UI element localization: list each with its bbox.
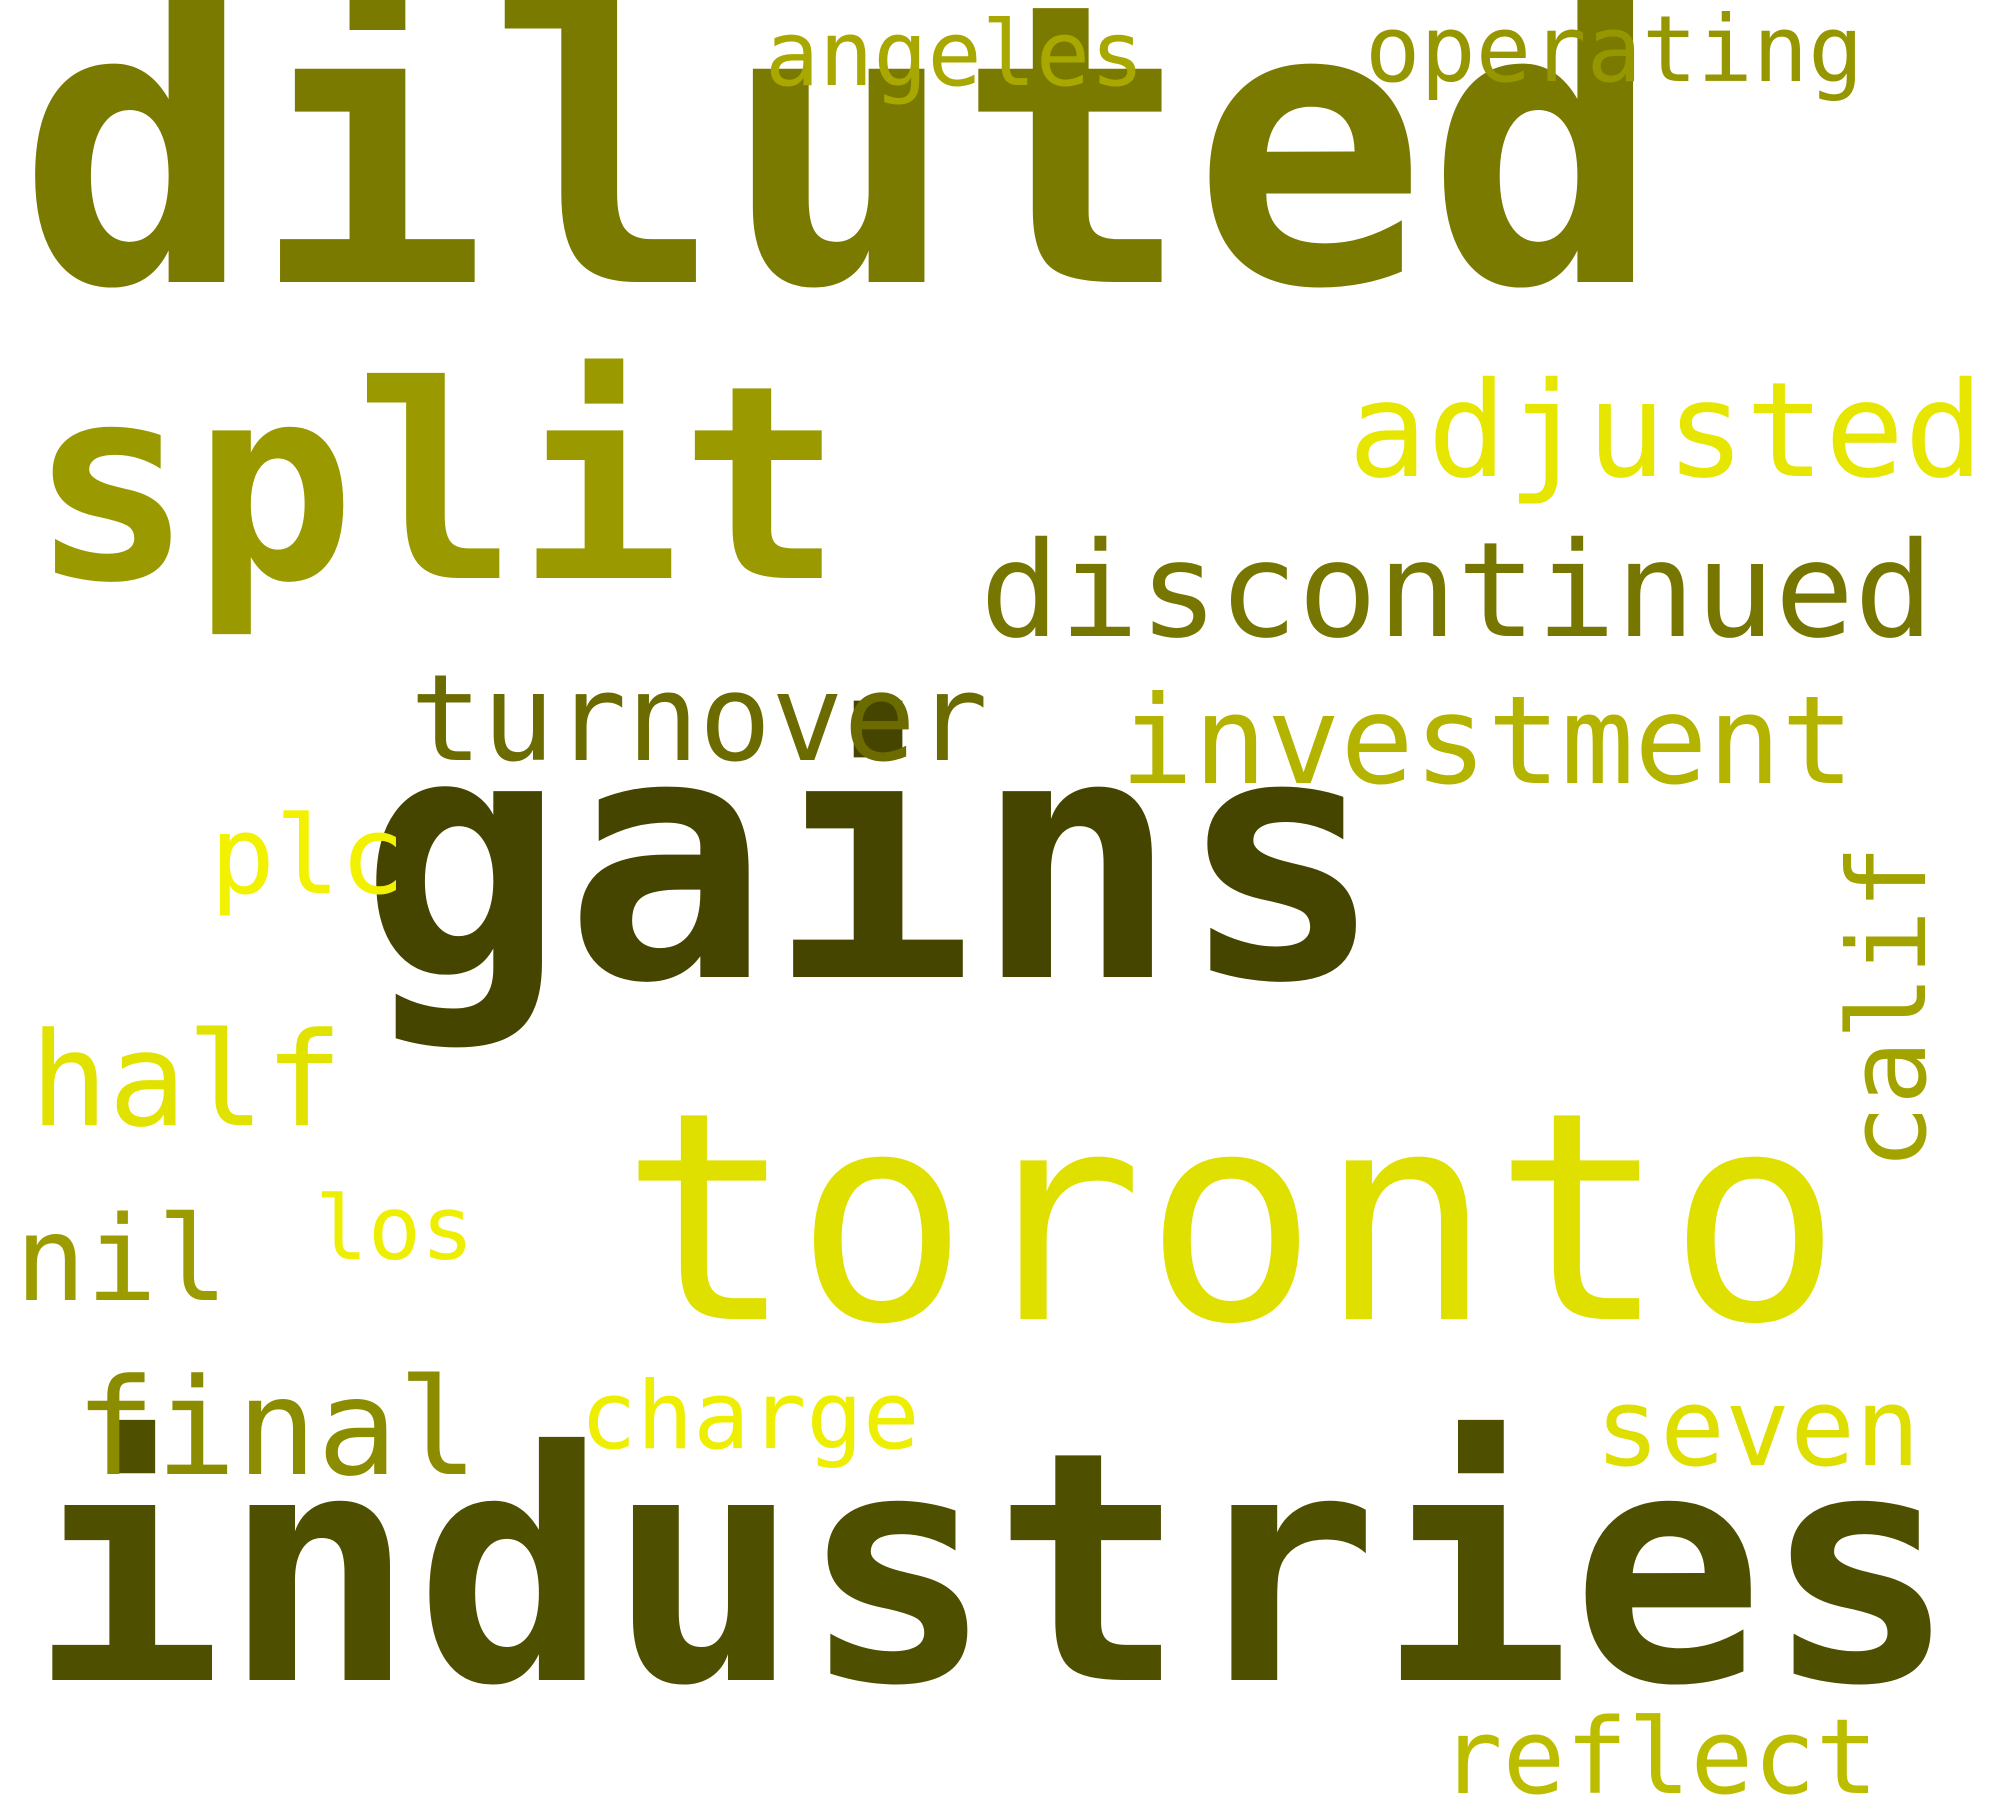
word-gains: gains <box>360 662 1384 1058</box>
word-investment: investment <box>1120 670 1855 812</box>
word-calif: calif <box>1826 844 1951 1170</box>
word-final: final <box>75 1350 479 1506</box>
word-discontinued: discontinued <box>980 514 1934 668</box>
word-toronto: toronto <box>620 1051 1843 1388</box>
word-split: split <box>30 327 843 642</box>
word-los: los <box>315 1177 474 1280</box>
word-industries: industries <box>30 1384 1957 1756</box>
word-adjusted: adjusted <box>1348 354 1984 508</box>
word-plc: plc <box>210 794 406 919</box>
word-diluted: diluted <box>18 0 1662 374</box>
word-seven: seven <box>1595 1366 1921 1491</box>
word-angeles: angeles <box>765 2 1145 107</box>
word-charge: charge <box>580 1362 920 1471</box>
word-operating: operating <box>1365 0 1864 103</box>
word-half: half <box>30 1004 344 1156</box>
word-nil: nil <box>15 1190 229 1328</box>
word-reflect: reflect <box>1440 1696 1879 1800</box>
word-turnover: turnover <box>410 650 988 789</box>
